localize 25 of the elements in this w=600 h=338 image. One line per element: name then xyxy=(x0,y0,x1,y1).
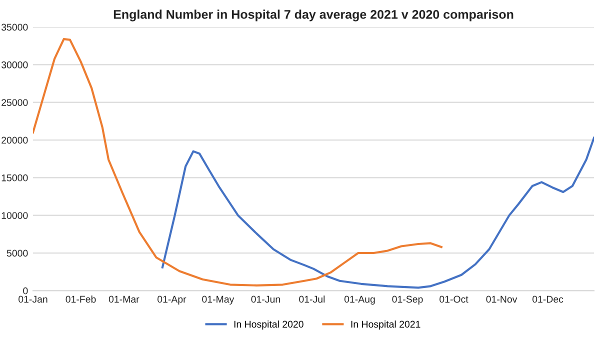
x-tick-label: 01-Jan xyxy=(18,296,48,303)
y-tick-label: 20000 xyxy=(2,136,28,144)
x-tick-label: 01-Aug xyxy=(344,296,375,305)
y-tick-label: 30000 xyxy=(1,61,28,68)
line-series xyxy=(161,136,594,289)
y-tick-label: 15000 xyxy=(2,174,28,182)
x-tick-label: 01-Jun xyxy=(251,296,280,303)
x-tick-label: 01-Feb xyxy=(66,296,96,303)
x-tick-label: 01-Jul xyxy=(299,296,325,303)
legend-label: In Hospital 2021 xyxy=(351,320,420,330)
y-tick-label: 5000 xyxy=(6,250,28,257)
x-tick-label: 01-Nov xyxy=(486,296,518,303)
y-tick-label: 25000 xyxy=(2,99,28,106)
y-tick-label: 35000 xyxy=(1,24,28,31)
x-tick-label: 01-Sep xyxy=(392,296,423,305)
chart-title: England Number in Hospital 7 day average 2021 v 2020 comparison xyxy=(114,10,514,22)
legend-label: In Hospital 2020 xyxy=(234,320,304,330)
x-tick-label: 01-Dec xyxy=(532,296,564,303)
x-tick-label: 01-May xyxy=(202,296,234,305)
x-tick-label: 01-Oct xyxy=(440,296,468,303)
line-series xyxy=(33,38,442,286)
y-tick-label: 0 xyxy=(23,287,28,294)
y-tick-label: 10000 xyxy=(2,212,28,219)
x-tick-label: 01-Apr xyxy=(158,296,186,305)
x-tick-label: 01-Mar xyxy=(108,296,140,303)
